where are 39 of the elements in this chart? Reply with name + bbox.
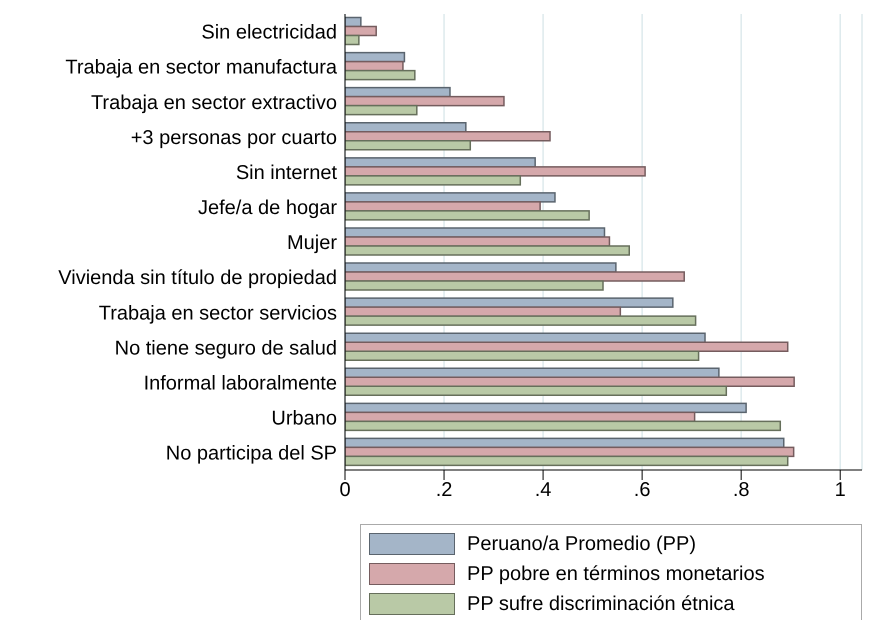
y-tick-label: Trabaja en sector manufactura — [65, 56, 338, 79]
y-tick-label: Informal laboralmente — [144, 372, 337, 394]
bar — [345, 420, 782, 432]
x-tick-label: .2 — [436, 479, 452, 502]
bar — [345, 175, 522, 186]
y-tick-label: Sin electricidad — [201, 22, 337, 44]
bar — [345, 70, 416, 80]
y-tick-label: +3 personas por cuarto — [130, 126, 337, 149]
bar — [345, 166, 646, 177]
x-tick-label: 0 — [339, 479, 351, 502]
bar — [345, 210, 590, 221]
legend-label: PP sufre discriminación étnica — [467, 592, 735, 616]
y-tick-label: Trabaja en sector extractivo — [90, 92, 337, 114]
y-tick-label: Vivienda sin título de propiedad — [58, 267, 337, 290]
y-tick-label: No tiene seguro de salud — [114, 337, 337, 360]
x-tick-label: .4 — [534, 479, 552, 502]
legend-label: Peruano/a Promedio (PP) — [467, 532, 696, 556]
y-tick-label: Jefe/a de hogar — [198, 197, 338, 220]
x-tick-label: .6 — [634, 479, 650, 502]
bar — [345, 456, 788, 466]
y-tick-label: Urbano — [271, 407, 337, 430]
bar — [345, 280, 604, 291]
bar — [345, 140, 472, 150]
legend-label: PP pobre en términos monetarios — [467, 562, 765, 586]
bar — [345, 130, 551, 142]
bar — [345, 34, 360, 46]
bar — [345, 350, 700, 361]
y-tick-label: No participa del SP — [166, 442, 337, 465]
x-tick-label: 1 — [834, 479, 846, 502]
bar — [345, 315, 696, 326]
bar — [345, 26, 377, 36]
x-tick-label: .8 — [732, 479, 750, 502]
bar — [345, 245, 630, 256]
bar — [345, 386, 728, 396]
y-tick-label: Sin internet — [236, 162, 338, 184]
y-tick-label: Trabaja en sector servicios — [98, 302, 337, 324]
bar — [345, 104, 418, 116]
y-tick-label: Mujer — [286, 232, 338, 254]
bar — [345, 96, 505, 106]
